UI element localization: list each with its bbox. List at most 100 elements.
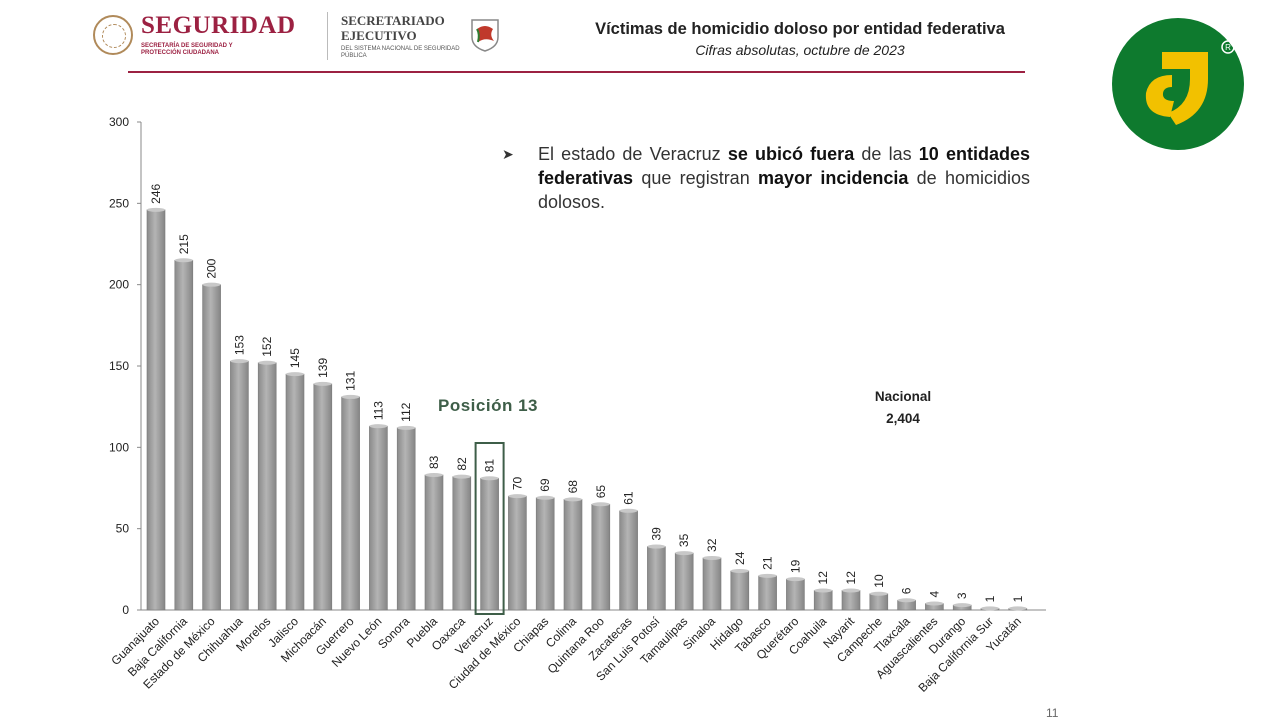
sesnsp-subtitle: DEL SISTEMA NACIONAL DE SEGURIDAD PÚBLIC…	[341, 46, 460, 59]
bar	[702, 557, 722, 611]
bar	[480, 477, 499, 611]
data-label: 19	[788, 559, 802, 573]
bullet-arrow-icon: ➤	[502, 146, 514, 162]
bar	[563, 499, 583, 611]
bar-top-cap	[425, 472, 443, 477]
data-label: 4	[927, 590, 941, 597]
data-label: 145	[288, 348, 302, 368]
bar-top-cap	[842, 588, 860, 593]
bar	[257, 362, 277, 611]
bar-top-cap	[758, 573, 777, 578]
data-label: 215	[177, 234, 191, 254]
header-rule	[128, 71, 1025, 73]
bar	[786, 578, 805, 611]
bar	[313, 383, 333, 611]
data-label: 81	[483, 459, 497, 473]
data-label: 153	[232, 335, 246, 355]
y-tick-label: 150	[109, 359, 129, 373]
data-label: 1	[1011, 595, 1025, 602]
bar-top-cap	[369, 424, 388, 429]
bar	[285, 373, 305, 611]
analysis-note: ➤ El estado de Veracruz se ubicó fuera d…	[502, 144, 1030, 212]
bar-top-cap	[1008, 606, 1027, 611]
bar	[591, 503, 611, 611]
bar-top-cap	[619, 508, 638, 513]
data-label: 68	[566, 480, 580, 494]
bar	[730, 570, 750, 611]
bar-top-cap	[480, 476, 499, 481]
bar	[230, 360, 249, 611]
data-label: 139	[316, 358, 330, 378]
bar	[202, 284, 221, 611]
bar-top-cap	[313, 381, 332, 386]
data-label: 200	[205, 258, 219, 278]
bar-top-cap	[981, 606, 999, 611]
data-label: 24	[733, 551, 747, 565]
bar	[535, 497, 555, 611]
sesnsp-brand: SECRETARIADO EJECUTIVO	[341, 13, 445, 43]
publisher-logo-icon: R	[1112, 18, 1244, 150]
data-label: 3	[955, 592, 969, 599]
bar-top-cap	[202, 282, 221, 287]
bar-top-cap	[897, 598, 916, 603]
data-label: 69	[538, 478, 552, 492]
data-label: 246	[149, 183, 163, 203]
chart-subtitle: Cifras absolutas, octubre de 2023	[695, 42, 905, 58]
data-label: 131	[344, 371, 358, 391]
bar	[396, 427, 416, 611]
bar-top-cap	[147, 207, 165, 212]
bar-top-cap	[536, 495, 555, 500]
data-label: 12	[844, 571, 858, 585]
position-callout: Posición 13	[438, 396, 538, 415]
header-divider	[327, 12, 328, 60]
bar-top-cap	[786, 577, 805, 582]
bar	[813, 590, 833, 611]
data-label: 32	[705, 538, 719, 552]
bar	[674, 552, 694, 611]
bar-top-cap	[174, 258, 193, 263]
bar	[146, 209, 166, 611]
bar	[174, 259, 194, 611]
sesnsp-shield-icon	[471, 19, 499, 52]
bar-top-cap	[675, 551, 694, 556]
bar-top-cap	[869, 591, 888, 596]
bar	[619, 510, 638, 611]
data-label: 6	[900, 587, 914, 594]
bar-top-cap	[814, 588, 833, 593]
y-tick-label: 0	[122, 603, 129, 617]
y-tick-label: 50	[116, 522, 130, 536]
data-label: 12	[816, 571, 830, 585]
bar	[452, 476, 472, 611]
data-label: 1	[983, 595, 997, 602]
bar-top-cap	[703, 555, 721, 560]
data-label: 112	[399, 402, 413, 421]
bar-top-cap	[647, 544, 666, 549]
bar-top-cap	[925, 601, 944, 606]
data-label: 65	[594, 485, 608, 499]
y-tick-label: 250	[109, 196, 129, 210]
bar	[369, 425, 388, 611]
bar	[869, 593, 889, 611]
bar-top-cap	[286, 372, 304, 377]
y-tick-label: 200	[109, 278, 129, 292]
bar	[508, 495, 527, 611]
data-label: 70	[510, 476, 524, 490]
national-total: Nacional 2,404	[874, 389, 932, 426]
data-label: 82	[455, 457, 469, 471]
bar-top-cap	[730, 568, 749, 573]
data-label: 10	[872, 574, 886, 588]
data-label: 21	[761, 556, 775, 570]
bar-top-cap	[591, 502, 610, 507]
bar-top-cap	[953, 603, 972, 608]
bar-top-cap	[452, 474, 471, 479]
bar-top-cap	[341, 394, 360, 399]
data-label: 39	[649, 527, 663, 541]
slide-header: SEGURIDAD SECRETARÍA DE SEGURIDAD Y PROT…	[0, 0, 1080, 80]
highlight-box	[474, 442, 505, 615]
bar	[341, 396, 360, 611]
bar-top-cap	[258, 360, 277, 365]
data-label: 113	[371, 401, 385, 420]
bar	[647, 546, 666, 611]
y-tick-label: 300	[109, 115, 129, 129]
